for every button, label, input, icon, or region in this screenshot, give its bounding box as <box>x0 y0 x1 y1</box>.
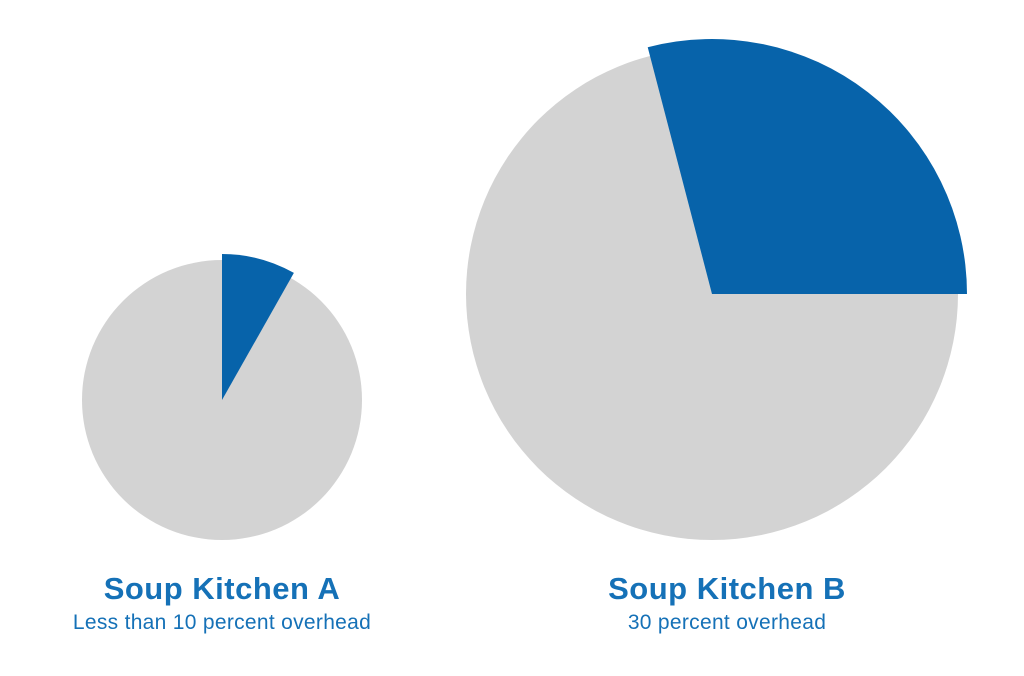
overhead-slice <box>222 254 294 400</box>
pie-soup-kitchen-b <box>466 38 967 540</box>
overhead-slice <box>647 38 967 295</box>
pie-a-title: Soup Kitchen A <box>103 571 341 606</box>
pie-b-subtitle: 30 percent overhead <box>627 611 827 634</box>
pie-soup-kitchen-a <box>82 254 362 540</box>
pie-b-title: Soup Kitchen B <box>608 571 846 606</box>
caption-soup-kitchen-a: Soup Kitchen A Less than 10 percent over… <box>22 570 422 636</box>
pie-a-subtitle: Less than 10 percent overhead <box>72 611 372 634</box>
caption-soup-kitchen-b: Soup Kitchen B 30 percent overhead <box>527 570 927 636</box>
